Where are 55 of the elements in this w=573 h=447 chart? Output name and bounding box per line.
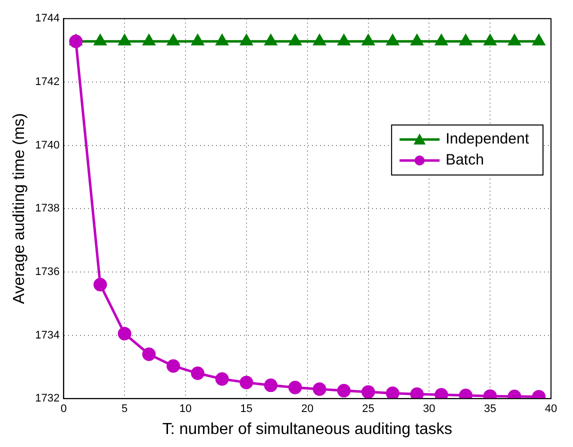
point [289,34,302,46]
point [264,378,278,392]
point [434,388,448,399]
point [118,34,131,46]
point [532,34,545,46]
point [460,34,472,46]
point [142,348,156,362]
y-tick-label: 1738 [35,202,60,215]
point [386,386,400,399]
y-axis-title: Average auditing time (ms) [11,113,28,304]
point [190,366,204,380]
y-tick-label: 1732 [35,392,60,405]
point [362,385,375,399]
point [362,34,374,46]
point [312,382,326,396]
x-tick-label: 30 [423,403,436,416]
point [166,359,180,373]
point [484,34,496,46]
point [386,34,399,46]
point [167,34,180,46]
y-tick-label: 1740 [35,139,60,152]
point [192,34,204,46]
x-tick-label: 40 [544,403,558,416]
point [288,380,302,394]
x-tick-label: 10 [179,403,192,416]
point [264,34,277,46]
y-tick-label: 1734 [35,329,60,342]
legend-label: Independent [446,130,530,148]
point [216,34,228,46]
y-tick-label: 1744 [35,12,60,25]
point [314,34,326,46]
point [240,34,252,46]
x-tick-label: 5 [122,403,128,416]
y-tick-label: 1736 [35,266,60,278]
x-axis-title: T: number of simultaneous auditing tasks [162,420,452,438]
point [410,387,424,399]
point [94,34,106,46]
y-tick-label: 1742 [35,76,60,88]
legend-label: Batch [446,152,484,169]
point [508,34,520,46]
x-tick-label: 15 [240,403,253,416]
point [142,34,155,46]
point [215,372,229,386]
point [338,34,350,46]
point [435,34,448,46]
x-tick-label: 0 [60,403,67,416]
point [337,384,351,398]
x-tick-label: 35 [484,403,496,416]
point [93,278,107,292]
point [240,376,254,390]
point [410,34,423,46]
point [69,34,83,48]
x-tick-label: 20 [301,403,314,416]
x-tick-label: 25 [362,403,374,416]
point [118,326,132,340]
